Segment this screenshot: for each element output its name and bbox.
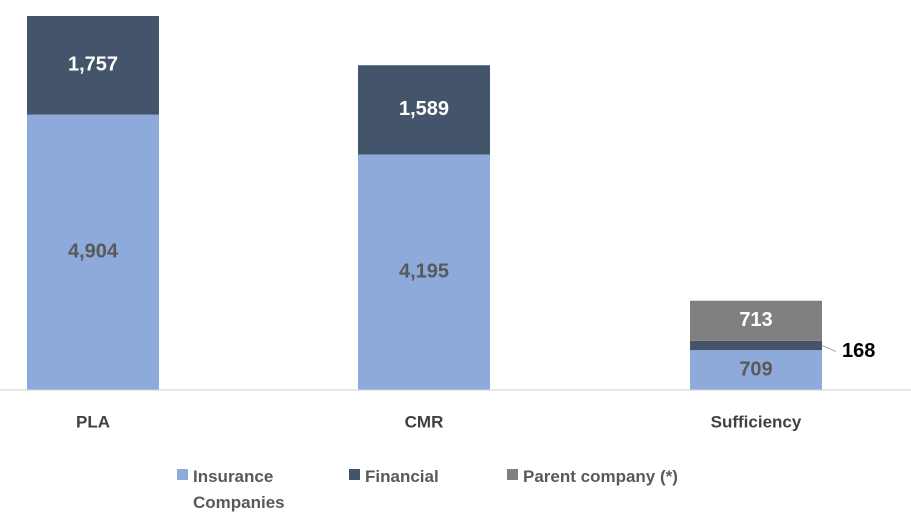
- bar-segment: [27, 114, 159, 390]
- bar-segment: [690, 340, 822, 351]
- data-label: 1,757: [68, 54, 118, 76]
- data-label: 1,589: [399, 98, 449, 120]
- bar-segment: [690, 350, 822, 390]
- x-tick-label: CMR: [405, 412, 444, 431]
- data-label: 713: [739, 309, 772, 331]
- bar-segment: [690, 300, 822, 341]
- leader-line: [821, 345, 837, 352]
- legend-swatch: [349, 469, 360, 480]
- plot: 4,904 1,757 PLA 4,195 1,589 CMR 709 168 713 Suffi…: [0, 16, 911, 431]
- x-tick-label: Sufficiency: [711, 412, 802, 431]
- legend-item: Parent company (*): [507, 464, 737, 490]
- data-label: 709: [739, 358, 772, 380]
- legend-label: Parent company (*): [523, 467, 678, 486]
- legend-item: Financial: [349, 464, 489, 490]
- legend-label: Financial: [365, 467, 439, 486]
- bar-segment: [27, 16, 159, 115]
- bar-segment: [358, 154, 490, 390]
- legend-label: Insurance Companies: [193, 467, 285, 512]
- legend-swatch: [177, 469, 188, 480]
- legend-item: Insurance Companies: [177, 464, 287, 516]
- legend: Insurance Companies Financial Parent compa…: [0, 464, 911, 518]
- data-label: 168: [842, 340, 875, 362]
- legend-swatch: [507, 469, 518, 480]
- x-tick-label: PLA: [76, 412, 110, 431]
- data-label: 4,904: [68, 241, 119, 263]
- bar-segment: [358, 65, 490, 155]
- data-label: 4,195: [399, 261, 449, 283]
